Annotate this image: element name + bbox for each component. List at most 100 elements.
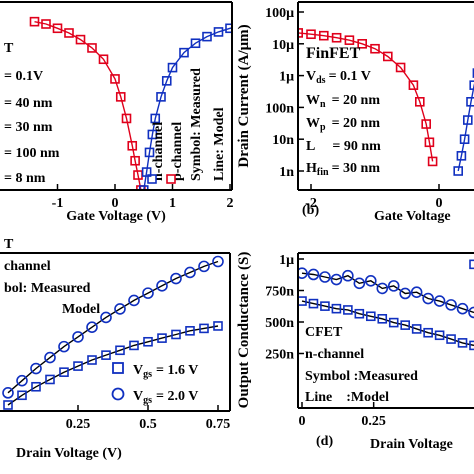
panel-d-series-0-point bbox=[456, 302, 469, 315]
panel-c-series-0-model-line bbox=[7, 325, 219, 406]
panel-c-series-0-point bbox=[17, 390, 27, 401]
panel-a-p-channel-point bbox=[64, 28, 74, 38]
panel-c-annot-1: channel bbox=[4, 259, 51, 274]
panel-d-series-1-point bbox=[331, 303, 342, 314]
panel-c-xlabel: Drain Voltage (V) bbox=[16, 446, 122, 461]
panel-a-n-channel-point bbox=[161, 76, 172, 86]
panel-b-x-tick-label: 0 bbox=[436, 196, 443, 211]
panel-d-series-0-point bbox=[445, 299, 457, 311]
panel-a-n-channel-point bbox=[167, 62, 178, 73]
panel-b-p-channel-point bbox=[281, 28, 289, 36]
panel-a-p-channel-point bbox=[121, 113, 132, 124]
panel-c-annot-3: Model bbox=[62, 302, 100, 317]
panel-c-series-1-point bbox=[16, 374, 28, 387]
panel-d-series-1-point bbox=[400, 320, 411, 330]
panel-b-p-channel-point bbox=[424, 137, 435, 148]
panel-b-y-tick-label: 10n bbox=[272, 133, 294, 148]
panel-d-series-1-point bbox=[457, 338, 468, 348]
panel-c-series-0-point bbox=[157, 333, 167, 343]
panel-a-p-channel-point bbox=[127, 140, 138, 151]
panel-d-annot-1: n-channel bbox=[305, 347, 364, 362]
panel-b: 100μ 10μ 1μ 100n 10n 1n -2 0 Drain Current (A/… bbox=[236, 1, 474, 224]
panel-a-p-channel-model-line bbox=[34, 21, 142, 190]
panel-a-annot-5: = 8 nm bbox=[4, 171, 46, 186]
panel-d-series-0-point bbox=[433, 295, 446, 307]
panel-d-series-0-point bbox=[364, 274, 377, 287]
panel-b-y-tick-label: 1n bbox=[279, 165, 294, 180]
panel-c-x-tick-label: 0.5 bbox=[139, 417, 157, 432]
panel-d-series-1-point bbox=[343, 305, 353, 315]
panel-c-series-1-model-line bbox=[7, 260, 219, 394]
panel-b-x-ticks: -2 0 bbox=[305, 184, 443, 211]
panel-d-series-1-point bbox=[320, 301, 330, 311]
panel-c-plot-area bbox=[2, 255, 224, 410]
panel-b-ylabel: Drain Current (A/μm) bbox=[236, 24, 252, 167]
panel-b-p-channel-point bbox=[318, 30, 329, 41]
legend-a-n-marker bbox=[147, 174, 157, 184]
legend-c-1: Vgs = 2.0 V bbox=[133, 389, 198, 406]
panel-b-label: (b) bbox=[302, 203, 319, 218]
panel-c-series-1-point bbox=[114, 303, 126, 315]
panel-d-x-tick-label: 0 bbox=[299, 414, 306, 429]
panel-d-series-0-point bbox=[298, 267, 308, 279]
panel-d-series-0-point bbox=[422, 292, 434, 305]
panel-d-ylabel: Output Conductance (S) bbox=[236, 252, 252, 409]
panel-b-y-tick-label: 10μ bbox=[272, 38, 294, 53]
panel-d-plot-area bbox=[298, 259, 474, 351]
panel-d-series-1-point bbox=[423, 327, 433, 338]
panel-c-annot-2: bol: Measured bbox=[4, 281, 91, 296]
panel-a-n-channel-point bbox=[138, 185, 149, 190]
panel-a-x-tick-label: 1 bbox=[169, 196, 176, 211]
panel-d-series-0-point bbox=[319, 271, 331, 283]
legend-a-3: Line: Model bbox=[212, 107, 227, 181]
panel-c-x-tick-label: 0.25 bbox=[66, 417, 91, 432]
panel-d-series-1-point bbox=[388, 317, 399, 328]
panel-d-series-1-point bbox=[411, 324, 422, 334]
panel-a-n-channel-point bbox=[179, 47, 189, 58]
panel-b-p-channel-point bbox=[269, 27, 277, 35]
panel-d-series-1-point bbox=[298, 296, 307, 306]
panel-b-p-channel-point bbox=[427, 156, 438, 167]
panel-a-annot-1: = 0.1V bbox=[4, 69, 43, 84]
panel-c-series-1-point bbox=[198, 260, 210, 273]
panel-a: -1 0 1 2 Gate Voltage (V) T = 0.1V = 40 nm … bbox=[0, 1, 234, 224]
panel-a-x-tick-label: 0 bbox=[112, 196, 119, 211]
panel-c-series-0-point bbox=[87, 355, 97, 365]
panel-c-series-1-point bbox=[2, 387, 14, 399]
panel-b-n-channel-point bbox=[453, 166, 464, 176]
legend-a-2: Symbol: Measured bbox=[189, 68, 204, 181]
panel-d-x-tick-label: 0.25 bbox=[361, 414, 386, 429]
panel-a-p-channel-point bbox=[98, 54, 109, 65]
panel-b-n-channel-model-line bbox=[457, 83, 474, 172]
panel-b-p-channel-point bbox=[414, 97, 425, 107]
panel-c-series-0-point bbox=[129, 340, 139, 351]
panel-b-n-channel-point bbox=[459, 134, 470, 144]
panel-c-series-0-point bbox=[199, 323, 209, 334]
panel-a-p-channel-point bbox=[29, 16, 40, 27]
panel-b-p-channel-point bbox=[357, 38, 368, 49]
panel-a-n-channel-point bbox=[147, 129, 158, 140]
panel-a-annot-0: T bbox=[4, 41, 14, 56]
panel-d-series-1-point bbox=[446, 334, 456, 344]
panel-a-annot-4: = 100 nm bbox=[4, 146, 60, 161]
panel-b-n-channel-point bbox=[472, 68, 474, 78]
panel-a-n-channel-point bbox=[190, 38, 201, 49]
panel-c-series-1-point bbox=[156, 280, 168, 292]
panel-b-p-channel-point bbox=[370, 43, 380, 54]
panel-b-p-channel-point bbox=[421, 119, 432, 129]
panel-d-y-ticks: 1μ 750n 500n 250n bbox=[265, 253, 304, 363]
panel-d-annot-0: CFET bbox=[305, 325, 343, 340]
panel-c: 0.25 0.5 0.75 Drain Voltage (V) T channel … bbox=[0, 237, 231, 461]
panel-a-n-channel-point bbox=[156, 92, 166, 102]
panel-b-p-channel-point bbox=[395, 62, 406, 73]
panel-a-plot-area bbox=[29, 16, 232, 190]
panel-c-series-1-point bbox=[72, 331, 84, 343]
panel-b-y-tick-label: 1μ bbox=[279, 70, 294, 85]
panel-b-p-channel-point bbox=[408, 80, 419, 90]
legend-a-0: n-channel bbox=[151, 122, 166, 181]
panel-a-n-channel-point bbox=[150, 113, 161, 124]
panel-b-x-tick-label: -2 bbox=[305, 196, 317, 211]
panel-d-series-0-point bbox=[330, 273, 343, 286]
panel-b-annot-l: L = 90 nm bbox=[306, 139, 381, 154]
